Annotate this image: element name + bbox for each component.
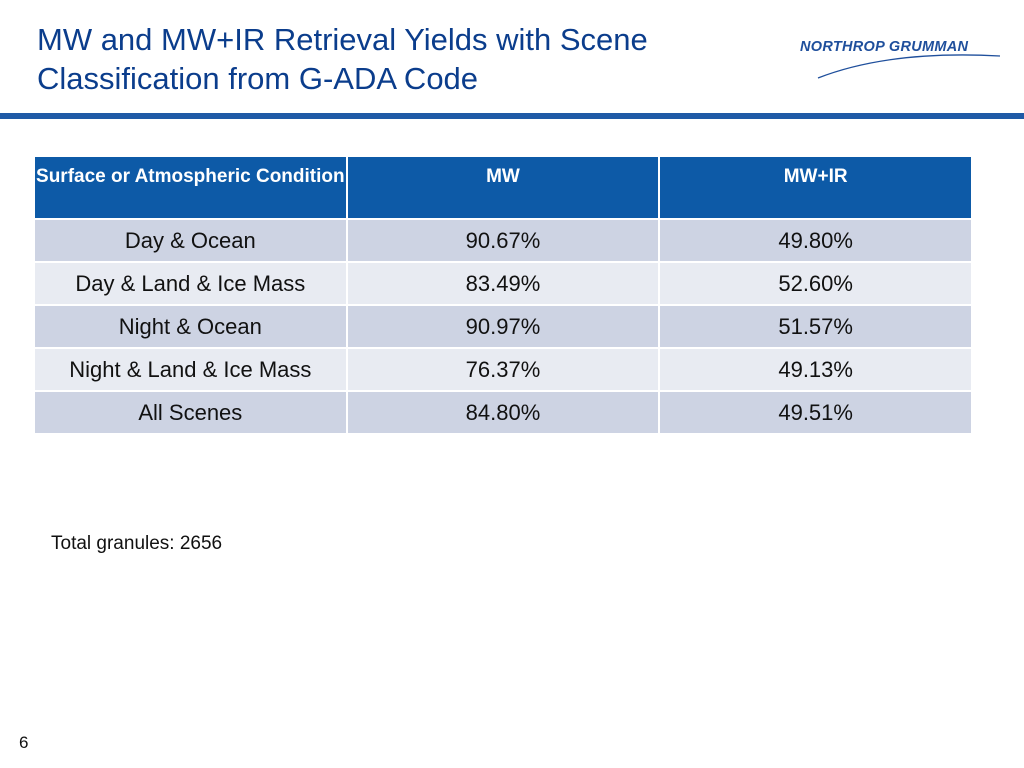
condition-cell: Night & Land & Ice Mass (33, 347, 348, 392)
svg-text:NORTHROP GRUMMAN: NORTHROP GRUMMAN (800, 39, 969, 55)
column-header-condition: Surface or Atmospheric Condition (33, 155, 348, 220)
slide-title: MW and MW+IR Retrieval Yields with Scene… (37, 22, 648, 96)
page-number: 6 (19, 733, 29, 752)
mw-ir-cell: 49.51% (658, 390, 973, 435)
condition-cell: Day & Land & Ice Mass (33, 261, 348, 306)
table-row: Night & Land & Ice Mass 76.37% 49.13% (33, 347, 973, 392)
northrop-grumman-logo: NORTHROP GRUMMAN (800, 36, 1005, 84)
table-row: Night & Ocean 90.97% 51.57% (33, 304, 973, 349)
condition-cell: All Scenes (33, 390, 348, 435)
column-header-mw-ir: MW+IR (658, 155, 973, 220)
mw-ir-cell: 49.13% (658, 347, 973, 392)
total-granules-note: Total granules: 2656 (51, 533, 223, 554)
mw-ir-cell: 51.57% (658, 304, 973, 349)
table-header-row: Surface or Atmospheric Condition MW MW+I… (33, 155, 973, 220)
condition-cell: Night & Ocean (33, 304, 348, 349)
table-row: All Scenes 84.80% 49.51% (33, 390, 973, 435)
condition-cell: Day & Ocean (33, 218, 348, 263)
mw-cell: 90.97% (345, 304, 661, 349)
mw-cell: 90.67% (345, 218, 661, 263)
title-divider (0, 113, 1024, 119)
table-row: Day & Ocean 90.67% 49.80% (33, 218, 973, 263)
mw-cell: 83.49% (345, 261, 661, 306)
column-header-mw: MW (345, 155, 661, 220)
mw-ir-cell: 49.80% (658, 218, 973, 263)
mw-ir-cell: 52.60% (658, 261, 973, 306)
table-row: Day & Land & Ice Mass 83.49% 52.60% (33, 261, 973, 306)
retrieval-yields-table: Surface or Atmospheric Condition MW MW+I… (33, 155, 973, 435)
mw-cell: 84.80% (345, 390, 661, 435)
mw-cell: 76.37% (345, 347, 661, 392)
